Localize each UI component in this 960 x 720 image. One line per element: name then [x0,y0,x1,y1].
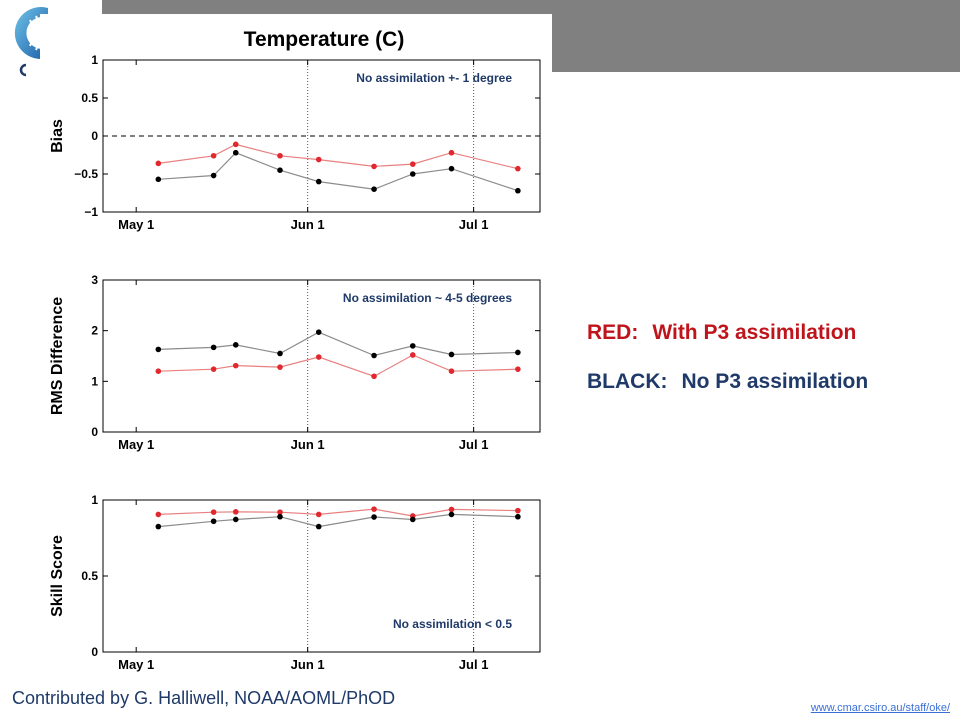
rms-series-black-point-2 [232,342,239,348]
skill-ylabel: Skill Score [49,535,66,617]
bias-series-red-point-5 [371,163,377,170]
rms-xtick-label-1: Jun 1 [291,437,325,452]
rms-series-black-point-3 [277,350,283,357]
rms-xtick-label-0: May 1 [118,437,154,452]
bias-xtick-label-1: Jun 1 [291,217,325,232]
skill-ytick-label-0: 1 [91,493,98,507]
bias-ytick-label-3: −0.5 [74,167,98,181]
skill-xtick-label-0: May 1 [118,657,154,672]
bias-series-black-point-8 [515,187,521,194]
bias-series-black-point-1 [210,172,217,179]
rms-ytick-label-0: 3 [91,273,98,287]
skill-ytick-label-2: 0 [91,645,98,659]
rms-annotation: No assimilation ~ 4-5 degrees [343,291,512,305]
skill-series-black-point-7 [448,511,455,518]
rms-series-black-point-8 [515,349,521,356]
bias-series-black-point-0 [155,176,162,183]
legend-black-text: No P3 assimilation [681,370,869,393]
rms-series-black-point-1 [210,344,217,351]
bias-series-black-point-6 [409,171,416,177]
bias-ylabel: Bias [49,119,66,153]
bias-series-red-point-2 [232,141,239,148]
skill-series-black-point-8 [515,513,521,520]
rms-series-black-point-7 [448,351,455,358]
skill-series-black-point-6 [409,516,416,523]
rms-series-black-point-0 [155,346,162,353]
skill-series-black-point-1 [210,518,217,525]
bias-series-black-point-5 [371,186,377,192]
rms-series-black-point-6 [409,343,416,349]
skill-annotation: No assimilation < 0.5 [393,617,512,631]
skill-series-red-point-4 [315,511,322,518]
rms-series-red-point-1 [210,366,217,372]
skill-series-red-point-8 [515,507,521,514]
bias-series-red-point-1 [210,152,217,159]
skill-series-red-point-5 [371,506,377,512]
rms-axes-box [102,279,541,433]
bias-ytick-label-1: 0.5 [81,91,98,105]
legend-red: RED: With P3 assimilation [587,321,856,345]
rms-series-red-point-6 [409,352,416,358]
skill-series-black-point-0 [155,523,162,530]
rms-series-red-point-7 [448,368,455,375]
source-link[interactable]: www.cmar.csiro.au/staff/oke/ [810,702,950,714]
legend-red-key: RED: [587,321,639,344]
legend-red-text: With P3 assimilation [652,321,857,344]
skill-series-black-point-2 [232,516,239,523]
rms-series-red-point-4 [315,354,322,360]
skill-xtick-label-2: Jul 1 [459,657,489,672]
legend-black-key: BLACK: [587,370,668,393]
bias-series-red-point-3 [277,152,283,159]
bias-ytick-label-0: 1 [91,53,98,67]
rms-series-red-point-5 [371,373,377,380]
credit-text: Contributed by G. Halliwell, NOAA/AOML/P… [12,688,396,708]
skill-ytick-label-1: 0.5 [81,569,98,583]
skill-series-red-point-1 [210,509,217,515]
legend-black: BLACK: No P3 assimilation [587,370,868,394]
bias-xtick-label-2: Jul 1 [459,217,489,232]
rms-series-red-point-8 [515,366,521,372]
bias-series-red-point-8 [515,165,521,172]
bias-ytick-label-4: −1 [84,205,98,219]
bias-series-red-point-0 [155,160,162,167]
rms-ytick-label-2: 1 [91,374,98,388]
rms-series-black-point-4 [315,329,322,335]
rms-series-red-point-0 [155,368,162,375]
skill-series-black-point-5 [371,514,377,520]
rms-series-black-point-5 [371,352,377,359]
bias-series-red-point-4 [315,156,322,163]
skill-series-red-point-7 [448,506,455,513]
bias-xtick-label-0: May 1 [118,217,154,232]
skill-series-red-point-0 [155,511,162,518]
bias-series-red-point-7 [448,149,455,156]
bias-series-black-point-3 [277,167,283,173]
bias-series-black-point-4 [315,178,322,185]
bias-series-black-point-7 [448,165,455,172]
bias-ytick-label-2: 0 [91,129,98,143]
rms-series-red-point-2 [232,362,239,369]
rms-xtick-label-2: Jul 1 [459,437,489,452]
figure-title: Temperature (C) [244,28,405,51]
rms-ylabel: RMS Difference [49,297,66,415]
bias-series-black-point-2 [232,149,239,156]
rms-ytick-label-3: 0 [91,425,98,439]
bias-series-red-point-6 [409,161,416,167]
rms-ytick-label-1: 2 [91,324,98,338]
rms-series-red-point-3 [277,364,283,370]
skill-series-red-point-2 [232,509,239,515]
skill-series-black-point-4 [315,523,322,530]
skill-series-red-point-3 [277,509,283,515]
bias-annotation: No assimilation +- 1 degree [356,71,512,85]
skill-xtick-label-1: Jun 1 [291,657,325,672]
skill-series-black-point-3 [277,513,283,520]
